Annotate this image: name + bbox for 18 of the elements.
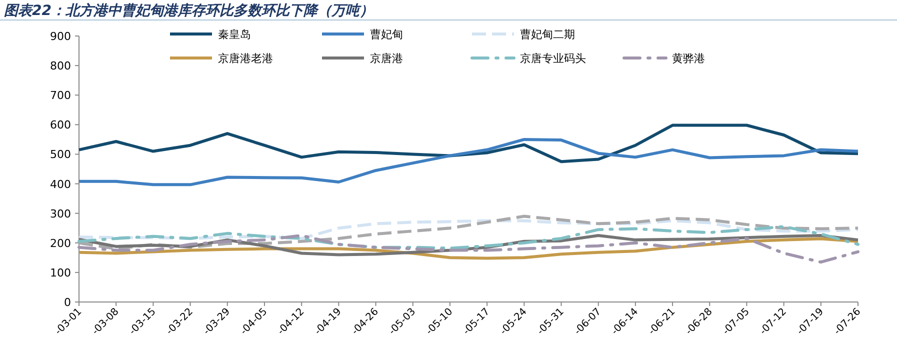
y-tick-label: 200 [50,236,71,250]
y-tick-label: 900 [50,30,71,43]
legend-label: 秦皇岛 [218,28,251,41]
legend-label: 曹妃甸二期 [520,28,575,41]
chart-title: 图表22：北方港中曹妃甸港库存环比多数环比下降（万吨） [4,2,374,19]
legend-label: 京唐港 [370,52,403,65]
y-tick-label: 700 [50,89,71,102]
y-tick-label: 300 [50,207,71,220]
legend-label: 京唐港老港 [218,52,273,65]
y-tick-label: 400 [50,178,71,191]
y-tick-label: 500 [50,148,71,162]
legend-label: 京唐专业码头 [520,52,586,65]
legend-label: 曹妃甸 [370,28,403,41]
y-tick-label: 800 [50,60,71,73]
y-tick-label: 0 [64,296,71,309]
y-tick-label: 600 [50,118,71,132]
y-tick-label: 100 [50,266,71,280]
legend-label: 黄骅港 [672,52,705,65]
